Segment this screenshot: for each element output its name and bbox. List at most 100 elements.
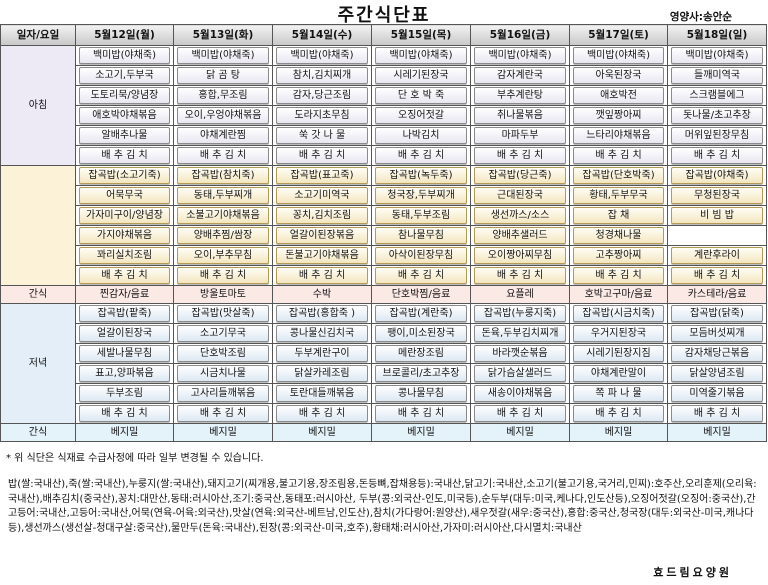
menu-cell: 배 추 김 치 bbox=[75, 403, 174, 424]
menu-item: 잡곡밥(단호박죽) bbox=[573, 167, 664, 184]
meal-row: 저녁 잡곡밥(팥죽) 잡곡밥(맛살죽) 잡곡밥(홍합죽 ) 잡곡밥(계란죽) 잡곡밥(누룽… bbox=[0, 303, 767, 424]
meal-label: 저녁 bbox=[0, 303, 76, 424]
snack-cell: 베지밀 bbox=[272, 423, 372, 442]
menu-item: 오이,우엉야채볶음 bbox=[177, 107, 269, 124]
menu-item: 오이짱아찌무침 bbox=[474, 247, 566, 264]
menu-cell: 백미밥(야채죽) bbox=[667, 45, 767, 66]
menu-cell: 백미밥(야채죽) bbox=[173, 45, 273, 66]
snack-cell: 방울토마토 bbox=[173, 285, 273, 304]
menu-cell: 소고기미역국 bbox=[272, 185, 372, 206]
menu-cell: 오이짱아찌무침 bbox=[470, 245, 570, 266]
menu-cell: 잡곡밥(계란죽) bbox=[371, 303, 471, 324]
menu-item: 가자미구이/양념장 bbox=[79, 207, 170, 224]
menu-item: 배 추 김 치 bbox=[573, 267, 664, 284]
menu-cell: 두부조림 bbox=[75, 383, 174, 404]
menu-item: 꽁치,김치조림 bbox=[276, 207, 368, 224]
menu-cell: 취나물볶음 bbox=[470, 105, 570, 126]
snack-label: 간식 bbox=[0, 285, 76, 304]
meal-row: 가지야채볶음 양배추찜/쌈장 얼갈이된장볶음 참나물무침 양배추샐러드 청경채나물 bbox=[1, 225, 767, 246]
menu-item: 백미밥(야채죽) bbox=[573, 47, 664, 64]
menu-cell: 시레기된장국 bbox=[371, 65, 471, 86]
menu-cell: 배 추 김 치 bbox=[470, 403, 570, 424]
menu-item: 쪽 파 나 물 bbox=[573, 385, 664, 402]
meal-row: 애호박야채볶음 오이,우엉야채볶음 도라지초무침 오징어젓갈 취나물볶음 깻잎짱아찌 돗나물… bbox=[1, 105, 767, 126]
menu-cell: 돈육,두부김치찌개 bbox=[470, 323, 570, 344]
day-header: 5월14일(수) bbox=[272, 24, 372, 46]
snack-cell: 베지밀 bbox=[371, 423, 471, 442]
menu-cell: 애호박전 bbox=[569, 85, 668, 106]
menu-cell: 팽이,미소된장국 bbox=[371, 323, 471, 344]
menu-item: 베지밀 bbox=[703, 427, 731, 438]
menu-cell: 배 추 김 치 bbox=[272, 403, 372, 424]
day-header: 5월12일(월) bbox=[75, 24, 174, 46]
snack-cell: 베지밀 bbox=[667, 423, 767, 442]
snack-cell: 수박 bbox=[272, 285, 372, 304]
menu-cell: 두부계란구이 bbox=[272, 343, 372, 364]
snack-cell: 베지밀 bbox=[569, 423, 668, 442]
menu-cell: 잡곡밥(팥죽) bbox=[75, 303, 174, 324]
snack-label: 간식 bbox=[0, 423, 76, 442]
menu-item: 잡곡밥(계란죽) bbox=[375, 305, 467, 322]
menu-item: 베지밀 bbox=[110, 427, 139, 438]
menu-cell: 배 추 김 치 bbox=[173, 145, 273, 166]
menu-cell: 가지야채볶음 bbox=[75, 225, 174, 246]
origin-info: 밥(쌀:국내산),죽(쌀:국내산),누룽지(쌀:국내산),돼지고기(찌개용,불고… bbox=[8, 479, 757, 534]
page-title: 주간식단표 bbox=[337, 5, 431, 26]
menu-item: 어묵무국 bbox=[79, 187, 170, 204]
menu-item: 아삭이된장무침 bbox=[375, 247, 467, 264]
menu-cell: 닭가슴살샐러드 bbox=[470, 363, 570, 384]
menu-cell: 동태,두부찌개 bbox=[173, 185, 273, 206]
menu-item: 시레기된장지짐 bbox=[573, 345, 664, 362]
menu-item: 아욱된장국 bbox=[573, 67, 664, 84]
menu-item: 잡 채 bbox=[573, 207, 664, 224]
menu-item: 배 추 김 치 bbox=[671, 405, 763, 422]
menu-cell: 배 추 김 치 bbox=[569, 145, 668, 166]
menu-item: 홍합,무조림 bbox=[177, 87, 269, 104]
menu-cell: 소고기무국 bbox=[173, 323, 273, 344]
menu-item: 배 추 김 치 bbox=[375, 147, 467, 164]
menu-cell: 배 추 김 치 bbox=[569, 265, 668, 286]
meal-row: 도토리묵/양념장 홍합,무조림 감자,당근조림 단 호 박 죽 부추계란탕 애호박전 스크램… bbox=[1, 85, 767, 106]
menu-cell: 무청된장국 bbox=[667, 185, 767, 206]
menu-cell: 야채계란말이 bbox=[569, 363, 668, 384]
menu-item: 근대된장국 bbox=[474, 187, 566, 204]
menu-cell: 얼갈이된장볶음 bbox=[272, 225, 372, 246]
meal-row: 어묵무국 동태,두부찌개 소고기미역국 청국장,두부찌개 근대된장국 황태,두부무국 무청된… bbox=[1, 185, 767, 206]
menu-cell: 아욱된장국 bbox=[569, 65, 668, 86]
menu-item: 잡곡밥(맛살죽) bbox=[177, 305, 269, 322]
meal-row: 얼갈이된장국 소고기무국 콩나물신김치국 팽이,미소된장국 돈육,두부김치찌개 우거지된장… bbox=[1, 323, 767, 344]
menu-item: 베지밀 bbox=[604, 427, 633, 438]
snack-cell: 요플레 bbox=[470, 285, 570, 304]
meal-row: 잡곡밥(소고기죽) 잡곡밥(참치죽) 잡곡밥(표고죽) 잡곡밥(녹두죽) 잡곡밥(당근죽… bbox=[0, 165, 767, 286]
menu-cell: 배 추 김 치 bbox=[371, 145, 471, 166]
meal-row: 알배추나물 야채계란찜 쑥 갓 나 물 나박김치 마파두부 느타리야채볶음 머위잎된장무침 bbox=[1, 125, 767, 146]
menu-item: 배 추 김 치 bbox=[79, 267, 170, 284]
menu-item: 애호박전 bbox=[573, 87, 664, 104]
menu-item: 닭가슴살샐러드 bbox=[474, 365, 566, 382]
header-label-cell: 일자/요일 bbox=[0, 24, 76, 46]
menu-item: 소고기무국 bbox=[177, 325, 269, 342]
snack-cell: 단호박찜/음료 bbox=[371, 285, 471, 304]
menu-cell: 메란장조림 bbox=[371, 343, 471, 364]
menu-item: 백미밥(야채죽) bbox=[375, 47, 467, 64]
menu-item: 베지밀 bbox=[407, 427, 435, 438]
menu-item: 닭 곰 탕 bbox=[177, 67, 269, 84]
menu-item: 무청된장국 bbox=[671, 187, 763, 204]
menu-cell: 생선까스/소스 bbox=[470, 205, 570, 226]
menu-item: 가지야채볶음 bbox=[79, 227, 170, 244]
menu-cell: 오이,부추무침 bbox=[173, 245, 273, 266]
menu-cell: 돗나물/초고추장 bbox=[667, 105, 767, 126]
night-snack-row: 간식 베지밀 베지밀 베지밀 베지밀 베지밀 베지밀 베지밀 bbox=[0, 423, 767, 442]
menu-cell: 비 빔 밥 bbox=[667, 205, 767, 226]
menu-cell: 오징어젓갈 bbox=[371, 105, 471, 126]
menu-item: 비 빔 밥 bbox=[671, 207, 763, 224]
menu-item: 청국장,두부찌개 bbox=[375, 187, 467, 204]
menu-cell: 배 추 김 치 bbox=[173, 403, 273, 424]
menu-item: 베지밀 bbox=[308, 427, 336, 438]
meal-label bbox=[0, 165, 76, 286]
menu-item: 배 추 김 치 bbox=[474, 267, 566, 284]
menu-cell: 고사리들깨볶음 bbox=[173, 383, 273, 404]
menu-cell: 배 추 김 치 bbox=[470, 145, 570, 166]
menu-cell: 새송이야채볶음 bbox=[470, 383, 570, 404]
